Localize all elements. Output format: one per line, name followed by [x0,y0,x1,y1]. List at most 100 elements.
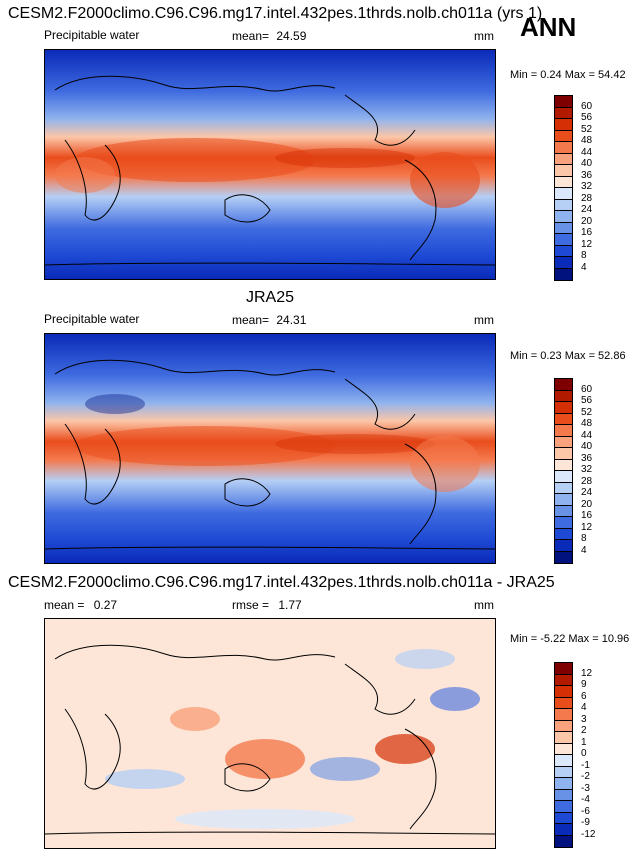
colorbar-tick-label: 32 [581,464,593,475]
colorbar-swatch [555,268,572,280]
colorbar-tick-label: 12 [581,521,593,533]
panel-3-mean: mean = 0.27 [44,598,117,612]
colorbar-tick-label: 48 [581,135,593,146]
colorbar-tick-label: -3 [581,782,590,794]
colorbar-swatch [555,812,572,824]
colorbar-swatch [555,425,572,437]
panel-1-colorbar [554,95,573,281]
colorbar-swatch [555,528,572,540]
colorbar-swatch [555,130,572,142]
colorbar-swatch [555,720,572,732]
panel-3-minmax: Min = -5.22 Max = 10.96 [510,633,630,645]
colorbar-tick-label: 8 [581,250,587,261]
colorbar-tick-label: 0 [581,748,587,759]
colorbar-tick-label: 32 [581,181,593,192]
colorbar-swatch [555,188,572,200]
colorbar-swatch [555,743,572,755]
colorbar-swatch [555,448,572,460]
colorbar-swatch [555,257,572,269]
colorbar-swatch [555,663,572,675]
colorbar-tick-label: 28 [581,475,593,487]
colorbar-tick-label: 6 [581,690,587,702]
colorbar-tick-label: -6 [581,805,590,817]
colorbar-swatch [555,766,572,778]
panel-3-units: mm [474,598,494,612]
colorbar-swatch [555,494,572,506]
colorbar-tick-label: 24 [581,204,593,215]
colorbar-tick-label: 4 [581,702,587,713]
panel-2-variable: Precipitable water [44,312,140,326]
colorbar-tick-label: 24 [581,487,593,498]
colorbar-tick-label: 20 [581,215,593,227]
colorbar-tick-label: -2 [581,771,590,782]
colorbar-swatch [555,436,572,448]
colorbar-tick-label: 44 [581,429,593,441]
panel-3-rmse-label: rmse = [232,598,270,612]
panel-3-map-field [45,619,495,848]
colorbar-tick-label: 4 [581,544,587,556]
colorbar-swatch [555,835,572,847]
panel-1-variable: Precipitable water [44,28,140,42]
colorbar-tick-label: 48 [581,418,593,429]
panel-3-rmse: rmse = 1.77 [232,598,302,612]
panel-3-colorbar [554,662,573,848]
colorbar-swatch [555,153,572,165]
panel-2-title: JRA25 [246,289,295,306]
colorbar-swatch [555,222,572,234]
colorbar-swatch [555,517,572,529]
colorbar-tick-label: 52 [581,123,593,135]
colorbar-tick-label: -4 [581,794,590,805]
colorbar-tick-label: 56 [581,112,593,123]
colorbar-swatch [555,379,572,391]
colorbar-tick-label: 16 [581,227,593,238]
panel-2-map-field [45,334,495,563]
colorbar-tick-label: 56 [581,395,593,406]
colorbar-tick-label: 40 [581,441,593,452]
colorbar-swatch [555,697,572,709]
colorbar-swatch [555,165,572,177]
colorbar-swatch [555,732,572,744]
colorbar-tick-label: 3 [581,713,587,725]
colorbar-swatch [555,390,572,402]
season-label: ANN [520,12,577,42]
colorbar-tick-label: 12 [581,667,593,679]
panel-1-mean: mean= 24.59 [232,29,306,43]
panel-1-title: CESM2.F2000climo.C96.C96.mg17.intel.432p… [8,5,543,22]
panel-3-mean-value: 0.27 [93,598,118,612]
panel-2-colorbar [554,378,573,564]
colorbar-tick-label: -9 [581,817,590,828]
panel-3-map [44,618,496,849]
colorbar-tick-label: 44 [581,146,593,158]
colorbar-tick-label: -12 [581,828,596,840]
colorbar-swatch [555,176,572,188]
panel-2-map [44,333,496,564]
panel-1-mean-label: mean= [232,29,270,43]
colorbar-tick-label: 8 [581,533,587,544]
panel-3-title: CESM2.F2000climo.C96.C96.mg17.intel.432p… [8,574,555,591]
panel-3-mean-label: mean = [44,598,85,612]
panel-2-minmax: Min = 0.23 Max = 52.86 [510,350,626,362]
colorbar-swatch [555,551,572,563]
colorbar-swatch [555,402,572,414]
colorbar-swatch [555,505,572,517]
colorbar-swatch [555,755,572,767]
panel-2-mean: mean= 24.31 [232,313,306,327]
colorbar-tick-label: 16 [581,510,593,521]
panel-1-map [44,49,496,280]
colorbar-swatch [555,801,572,813]
colorbar-tick-label: 28 [581,192,593,204]
colorbar-tick-label: 40 [581,158,593,169]
colorbar-tick-label: 20 [581,498,593,510]
panel-2-mean-value: 24.31 [276,313,307,327]
colorbar-tick-label: 36 [581,452,593,464]
colorbar-swatch [555,142,572,154]
colorbar-swatch [555,778,572,790]
colorbar-swatch [555,96,572,108]
colorbar-swatch [555,471,572,483]
colorbar-swatch [555,245,572,257]
colorbar-swatch [555,199,572,211]
colorbar-swatch [555,709,572,721]
colorbar-swatch [555,674,572,686]
colorbar-swatch [555,482,572,494]
colorbar-swatch [555,686,572,698]
